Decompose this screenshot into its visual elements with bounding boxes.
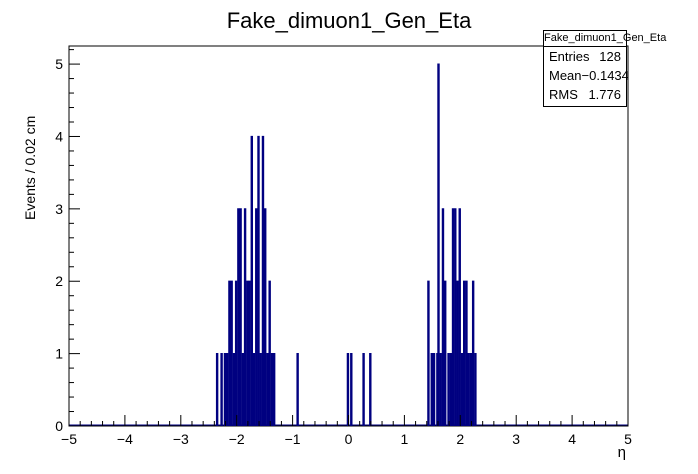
x-tick-label: −2 (229, 431, 245, 447)
y-tick-label: 3 (55, 201, 63, 217)
histogram-bin (449, 352, 453, 426)
x-axis-label: η (617, 444, 626, 461)
x-tick-label: 2 (456, 431, 464, 447)
stats-entries-label: Entries (549, 49, 590, 64)
histogram-bin (451, 208, 455, 426)
histogram-bin (268, 280, 271, 426)
histogram-bin (441, 208, 445, 426)
histogram-bin (463, 280, 466, 426)
histogram-bars (69, 63, 628, 426)
histogram-bin (261, 135, 265, 426)
histogram-bin (469, 352, 473, 426)
histogram-bin (346, 352, 350, 426)
y-tick-label: 5 (55, 56, 63, 72)
histogram-bin (228, 280, 231, 426)
stats-mean-row: Mean −0.1434 (544, 66, 629, 85)
y-tick-label: 1 (55, 346, 63, 362)
stats-rms-row: RMS 1.776 (544, 85, 626, 104)
histogram-bin (456, 280, 459, 426)
x-tick-label: −1 (285, 431, 301, 447)
histogram-bin (272, 352, 276, 426)
histogram-bin (437, 63, 440, 426)
histogram-bin (465, 280, 468, 426)
x-axis: −5 −4 −3 −2 −1 0 1 2 3 4 5 (61, 415, 632, 447)
histogram-bin (250, 135, 254, 426)
histogram-bin (439, 352, 442, 426)
histogram-bin (252, 352, 256, 426)
histogram-bin (474, 352, 477, 426)
histogram-bin (239, 208, 242, 426)
histogram-bin (454, 208, 457, 426)
histogram-bin (232, 352, 236, 426)
histogram-bin (230, 280, 233, 426)
histogram-bin (241, 352, 245, 426)
histogram-bin (264, 208, 267, 426)
histogram-bin (427, 280, 430, 426)
stats-header: Fake_dimuon1_Gen_Eta (544, 31, 666, 47)
stats-box: Fake_dimuon1_Gen_Eta Entries 128 Mean −0… (543, 30, 666, 107)
histogram-bin (257, 135, 260, 426)
y-axis: 0 1 2 3 4 5 (55, 49, 80, 434)
histogram-bin (430, 352, 433, 426)
histogram-bin (234, 280, 238, 426)
histogram-bin (458, 208, 461, 426)
histogram-bin (447, 352, 450, 426)
histogram-bin (225, 352, 229, 426)
histogram-bin (362, 352, 365, 426)
stats-entries-value: 128 (599, 49, 621, 64)
stats-mean-label: Mean (549, 68, 582, 83)
histogram-bin (248, 280, 251, 426)
histogram-bin (296, 352, 299, 426)
stats-rms-label: RMS (549, 87, 578, 102)
histogram-bin (223, 352, 227, 426)
histogram-bin (471, 280, 475, 426)
y-axis-label: Events / 0.02 cm (22, 115, 38, 220)
x-tick-label: 1 (401, 431, 409, 447)
histogram-bin (432, 352, 436, 426)
histogram-bin (220, 352, 223, 426)
histogram-bin (467, 352, 470, 426)
y-tick-label: 0 (55, 418, 63, 434)
histogram-bin (243, 208, 247, 426)
x-tick-label: 0 (345, 431, 353, 447)
histogram-bin (266, 352, 269, 426)
histogram-bin (350, 352, 353, 426)
histogram-bin (259, 352, 262, 426)
histogram-bin (215, 352, 219, 426)
histogram-bin (255, 208, 258, 426)
histogram-bin (369, 352, 372, 426)
chart-title: Fake_dimuon1_Gen_Eta (226, 8, 472, 33)
histogram-bin (443, 280, 447, 426)
x-tick-label: 5 (624, 431, 632, 447)
x-tick-label: −4 (117, 431, 133, 447)
x-tick-label: −3 (173, 431, 189, 447)
y-tick-label: 2 (55, 273, 63, 289)
x-tick-label: 4 (568, 431, 576, 447)
stats-mean-value: −0.1434 (581, 68, 629, 83)
y-tick-label: 4 (55, 128, 63, 144)
stats-rms-value: 1.776 (588, 87, 621, 102)
histogram-bin (270, 352, 274, 426)
x-tick-label: −5 (61, 431, 77, 447)
histogram-bin (237, 208, 240, 426)
x-tick-label: 3 (512, 431, 520, 447)
histogram-bin (246, 280, 249, 426)
stats-entries-row: Entries 128 (544, 47, 626, 66)
histogram-bin (460, 352, 464, 426)
